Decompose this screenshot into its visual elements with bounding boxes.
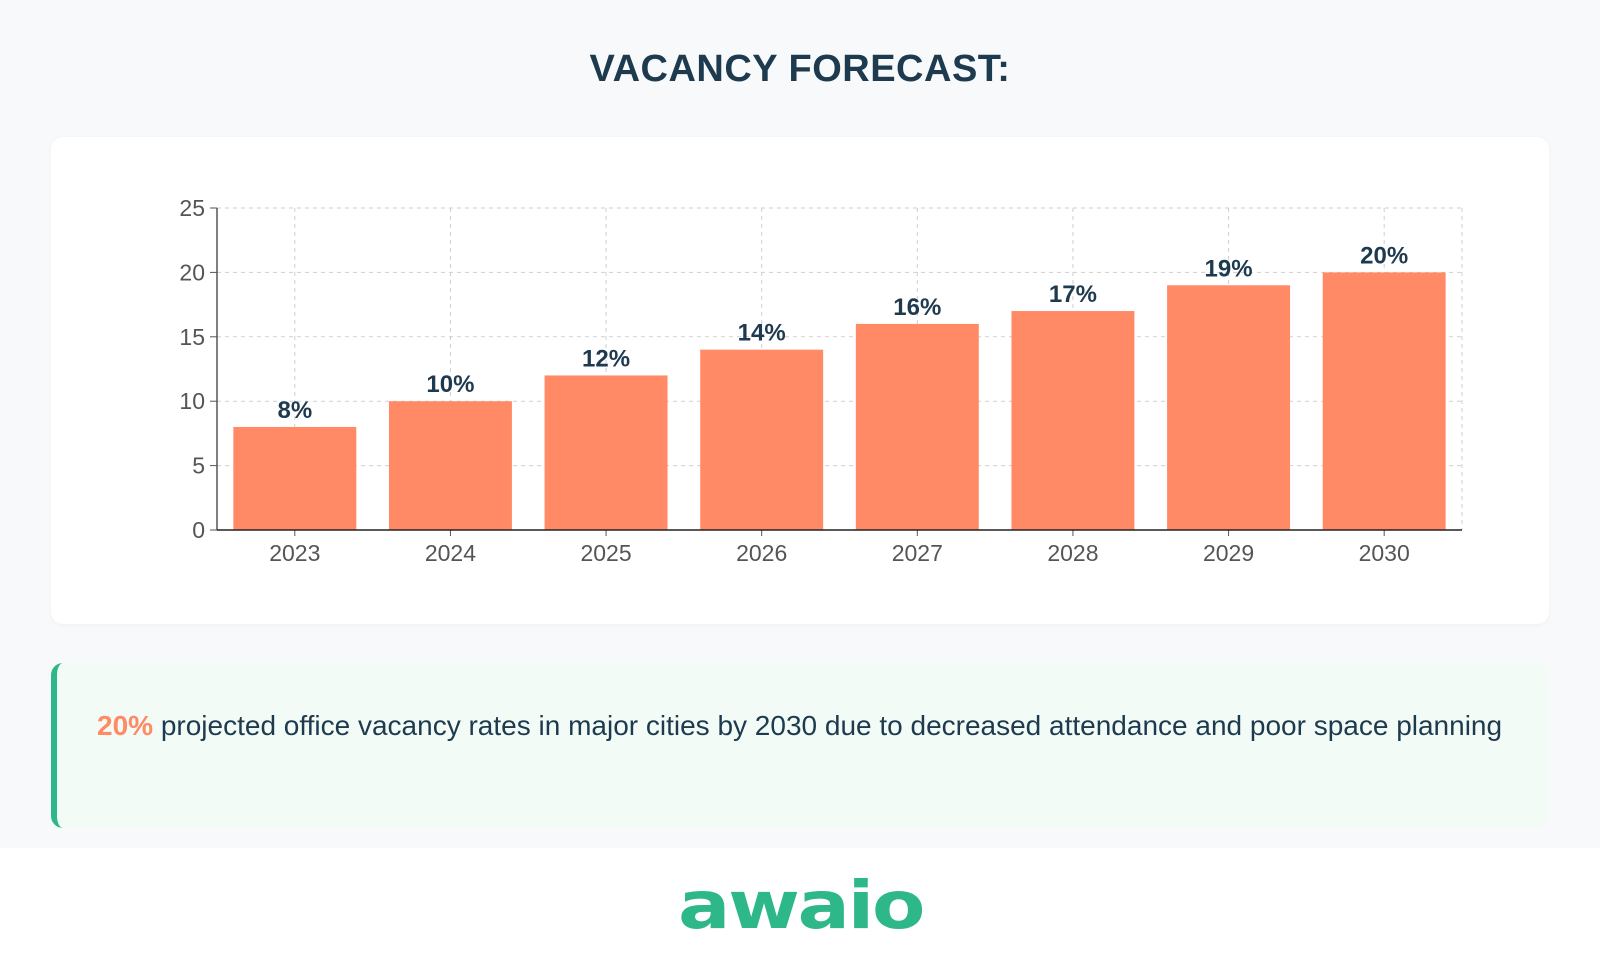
bar-2023 [233,426,357,530]
chart-card: 0 5 10 15 20 25 8% 2023 10% 2024 12% 2025 14% 2026 16%… [51,137,1549,624]
x-tick-label: 2023 [269,540,320,566]
bar-2025 [544,375,668,530]
bar-2026 [700,349,824,530]
data-label: 19% [1205,255,1253,282]
y-axis-label: Vacancy Rate (%) [120,273,147,465]
data-label: 14% [738,320,786,347]
data-label: 20% [1360,242,1408,269]
y-tick-label: 20 [179,259,205,285]
bar-2024 [388,401,512,530]
y-tick-label: 5 [192,453,205,479]
y-tick-label: 25 [179,195,205,221]
bar-2030 [1322,272,1446,530]
y-tick-label: 15 [179,324,205,350]
data-label: 8% [277,397,312,424]
bar-chart: 05101520258%202310%202412%202514%202616%… [120,195,1463,566]
x-tick-label: 2024 [425,540,476,566]
y-tick-label: 10 [179,388,205,414]
data-label: 10% [426,371,474,398]
callout-text: projected office vacancy rates in major … [153,710,1503,741]
data-label: 16% [893,294,941,321]
awaio-logo: awaio [678,878,925,938]
y-tick-label: 0 [192,517,205,543]
data-label: 12% [582,345,630,372]
bar-2028 [1011,311,1135,530]
x-tick-label: 2026 [736,540,787,566]
x-tick-label: 2028 [1047,540,1098,566]
x-tick-label: 2029 [1203,540,1254,566]
callout-box: 20% projected office vacancy rates in ma… [51,663,1549,828]
svg-text:awaio: awaio [678,878,923,938]
footer [0,848,1600,963]
x-tick-label: 2025 [580,540,631,566]
bar-2027 [855,323,979,530]
callout-highlight: 20% [97,710,154,741]
page-title: VACANCY FORECAST: [589,48,1011,90]
data-label: 17% [1049,281,1097,308]
bar-2029 [1167,285,1291,530]
x-tick-label: 2027 [892,540,943,566]
x-tick-label: 2030 [1359,540,1410,566]
